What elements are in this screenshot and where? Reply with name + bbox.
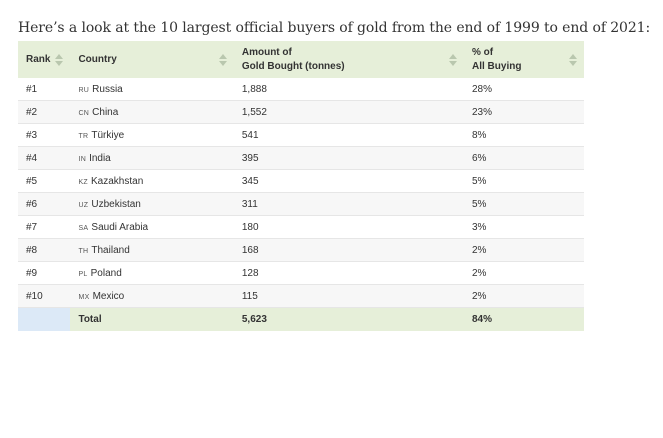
sort-icon[interactable] [449, 53, 457, 67]
pct-cell: 2% [464, 284, 584, 308]
column-header-amount-line2: Gold Bought (tonnes) [241, 60, 345, 72]
country-code: UZ [78, 201, 89, 209]
country-code: TH [78, 247, 89, 255]
amount-cell: 180 [233, 215, 464, 239]
country-name: China [92, 106, 119, 118]
amount-cell: 1,552 [233, 100, 464, 124]
country-code: PL [78, 270, 88, 278]
sort-icon[interactable] [569, 53, 577, 67]
column-header-pct-line1: % of [472, 46, 494, 58]
total-row: Total 5,623 84% [18, 307, 584, 331]
amount-cell: 311 [233, 192, 464, 216]
rank-cell: #8 [18, 238, 71, 262]
country-cell: PL Poland [70, 261, 234, 285]
rank-cell: #5 [18, 169, 71, 193]
country-cell: IN India [70, 146, 234, 170]
country-code: CN [78, 109, 90, 117]
column-header-country-label: Country [78, 53, 117, 65]
pct-cell: 8% [464, 123, 584, 147]
total-empty-cell [18, 307, 71, 331]
column-header-rank[interactable]: Rank [18, 41, 71, 78]
pct-cell: 23% [464, 100, 584, 124]
country-cell: TR Türkiye [70, 123, 234, 147]
country-name: Kazakhstan [91, 175, 144, 187]
country-name: India [89, 152, 111, 164]
table-row: #9 PL Poland 128 2% [18, 261, 584, 285]
pct-cell: 28% [464, 78, 584, 101]
country-cell: UZ Uzbekistan [70, 192, 234, 216]
country-cell: KZ Kazakhstan [70, 169, 234, 193]
country-cell: RU Russia [70, 78, 234, 101]
rank-cell: #2 [18, 100, 71, 124]
rank-cell: #9 [18, 261, 71, 285]
pct-cell: 6% [464, 146, 584, 170]
country-code: KZ [78, 178, 88, 186]
rank-cell: #3 [18, 123, 71, 147]
country-name: Uzbekistan [91, 198, 141, 210]
country-name: Mexico [92, 290, 125, 302]
intro-text: Here’s a look at the 10 largest official… [18, 20, 651, 36]
column-header-amount-line1: Amount of [241, 46, 292, 58]
gold-buyers-table: Rank Country Amount of Gold Bought (tonn… [18, 41, 584, 331]
sort-icon[interactable] [218, 53, 227, 67]
column-header-rank-label: Rank [26, 53, 51, 65]
rank-cell: #4 [18, 146, 71, 170]
amount-cell: 541 [233, 123, 464, 147]
rank-cell: #10 [18, 284, 71, 308]
pct-cell: 2% [464, 238, 584, 262]
amount-cell: 345 [233, 169, 464, 193]
country-code: MX [78, 293, 90, 301]
country-name: Thailand [91, 244, 130, 256]
column-header-amount[interactable]: Amount of Gold Bought (tonnes) [233, 41, 464, 78]
table-row: #3 TR Türkiye 541 8% [18, 123, 584, 147]
rank-cell: #7 [18, 215, 71, 239]
total-pct: 84% [464, 307, 584, 331]
column-header-pct[interactable]: % of All Buying [464, 41, 584, 78]
table-row: #1 RU Russia 1,888 28% [18, 78, 584, 101]
country-cell: TH Thailand [70, 238, 234, 262]
table-row: #6 UZ Uzbekistan 311 5% [18, 192, 584, 216]
country-name: Russia [92, 83, 123, 95]
country-name: Saudi Arabia [91, 221, 149, 233]
column-header-pct-line2: All Buying [472, 60, 522, 72]
pct-cell: 5% [464, 192, 584, 216]
total-amount: 5,623 [233, 307, 464, 331]
rank-cell: #1 [18, 78, 71, 101]
rank-cell: #6 [18, 192, 71, 216]
table-header-row: Rank Country Amount of Gold Bought (tonn… [18, 41, 584, 78]
country-cell: CN China [70, 100, 234, 124]
table-row: #4 IN India 395 6% [18, 146, 584, 170]
country-cell: MX Mexico [70, 284, 234, 308]
table-row: #2 CN China 1,552 23% [18, 100, 584, 124]
country-name: Poland [90, 267, 122, 279]
table-row: #5 KZ Kazakhstan 345 5% [18, 169, 584, 193]
total-label: Total [70, 307, 234, 331]
amount-cell: 128 [233, 261, 464, 285]
country-name: Türkiye [91, 129, 125, 141]
amount-cell: 168 [233, 238, 464, 262]
table-row: #7 SA Saudi Arabia 180 3% [18, 215, 584, 239]
amount-cell: 1,888 [233, 78, 464, 101]
amount-cell: 115 [233, 284, 464, 308]
pct-cell: 5% [464, 169, 584, 193]
column-header-country[interactable]: Country [70, 41, 234, 78]
table-row: #10 MX Mexico 115 2% [18, 284, 584, 308]
pct-cell: 2% [464, 261, 584, 285]
country-cell: SA Saudi Arabia [70, 215, 234, 239]
pct-cell: 3% [464, 215, 584, 239]
table-row: #8 TH Thailand 168 2% [18, 238, 584, 262]
country-code: TR [78, 132, 89, 140]
country-code: SA [78, 224, 89, 232]
country-code: RU [78, 86, 90, 94]
country-code: IN [78, 155, 87, 163]
sort-icon[interactable] [55, 53, 64, 67]
amount-cell: 395 [233, 146, 464, 170]
